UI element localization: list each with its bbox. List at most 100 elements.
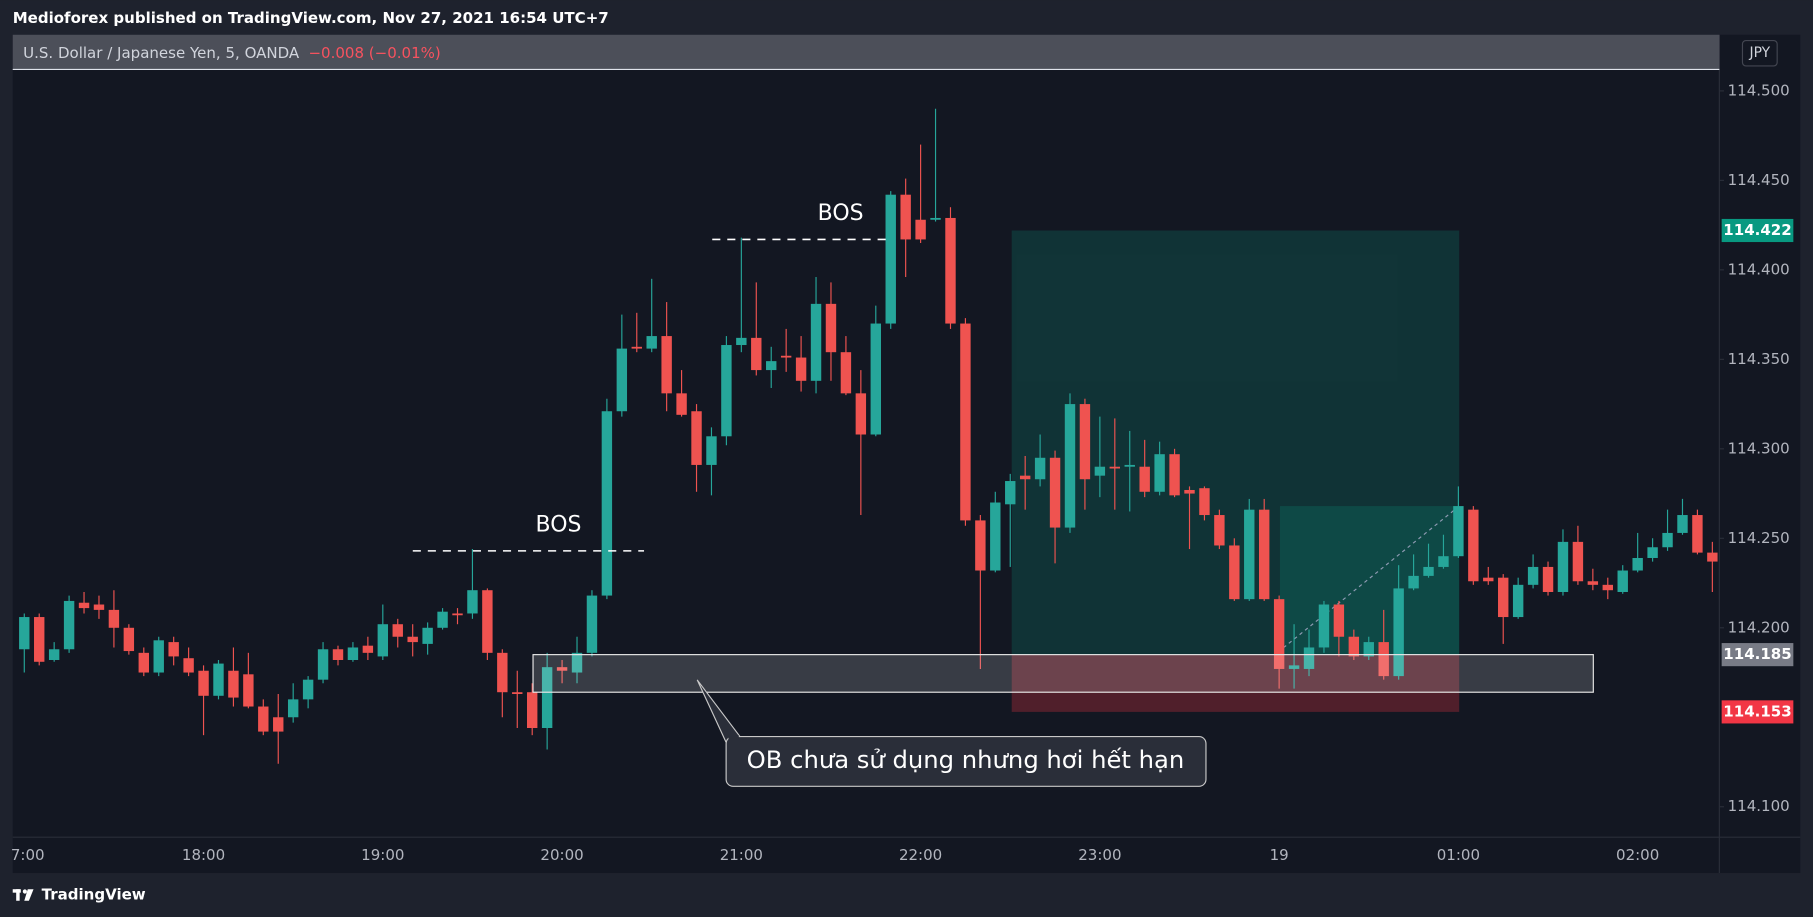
x-tick-label: 7:00 [11, 846, 45, 864]
pane [12, 34, 1720, 838]
y-tick-label: 114.350 [1728, 350, 1790, 368]
candle-body [93, 604, 105, 610]
candle-body [646, 336, 657, 349]
candle-body [900, 194, 911, 240]
price-badge-label: 114.153 [1723, 702, 1791, 720]
symbol: U.S. Dollar / Japanese Yen, 5, OANDA [23, 44, 300, 62]
bos-label: BOS [536, 512, 582, 537]
candle-body [601, 411, 613, 596]
candle-body [392, 624, 403, 637]
symbol-bar [12, 34, 1720, 70]
candle-body [467, 590, 478, 614]
candle-body [855, 393, 867, 435]
callout-pointer [696, 679, 741, 743]
x-tick-label: 19 [1270, 846, 1289, 864]
candle-body [1647, 547, 1658, 558]
candle-body [780, 355, 792, 358]
price-badge [1721, 700, 1794, 724]
candle-body [78, 602, 90, 609]
candle-body [1572, 541, 1584, 582]
candle-body [63, 600, 75, 650]
y-tick-label: 114.200 [1728, 618, 1790, 636]
price-axis [1719, 34, 1801, 874]
candle-body [1707, 552, 1718, 562]
symbol-line: U.S. Dollar / Japanese Yen, 5, OANDA −0.0… [23, 44, 441, 62]
candle-body [706, 436, 717, 465]
y-tick-label: 114.400 [1728, 260, 1790, 278]
candle-body [616, 348, 628, 412]
candle-body [168, 642, 179, 657]
currency-button[interactable] [1741, 39, 1778, 67]
candle-body [228, 670, 239, 698]
candle-body [48, 649, 60, 660]
position-progress-line [1283, 505, 1460, 649]
candle-body [422, 627, 433, 644]
candle-body [258, 706, 269, 732]
candle-body [1184, 489, 1195, 494]
change: −0.008 (−0.01%) [308, 44, 440, 62]
candle-body [840, 352, 852, 394]
x-tick-label: 02:00 [1616, 846, 1659, 864]
x-tick-label: 23:00 [1078, 846, 1121, 864]
y-tick-label: 114.300 [1728, 439, 1790, 457]
candle-body [497, 652, 508, 693]
logo-icon [12, 889, 34, 901]
candle-body [1079, 404, 1091, 480]
candle-body [810, 303, 822, 381]
ob-zone [532, 654, 1594, 693]
candle-body [452, 613, 463, 616]
candle-body [1587, 581, 1599, 585]
candle-body [691, 411, 702, 465]
candle-body [1109, 466, 1121, 469]
candle-body [1229, 545, 1240, 600]
callout-seam [728, 735, 739, 739]
candle-body [153, 640, 164, 673]
candle-body [377, 624, 389, 657]
candle-body [1602, 584, 1613, 591]
price-badge [1721, 643, 1794, 667]
candle-body [1453, 506, 1464, 557]
candle-body [1498, 577, 1509, 618]
candle-body [332, 649, 344, 660]
candle-body [1632, 557, 1643, 571]
candle-body [1124, 464, 1135, 467]
candle-body [736, 337, 747, 346]
y-tick-label: 114.250 [1728, 529, 1790, 547]
candle-body [1333, 604, 1345, 637]
candle-body [213, 663, 224, 696]
y-tick-label: 114.500 [1728, 81, 1790, 99]
candle-body [1468, 509, 1479, 582]
x-tick-label: 01:00 [1437, 846, 1480, 864]
candle-body [1154, 454, 1165, 492]
bos-label: BOS [818, 201, 864, 226]
candle-body [482, 590, 493, 653]
candle-body [407, 636, 418, 643]
candle-body [347, 647, 359, 660]
currency[interactable]: JPY [1749, 45, 1771, 61]
published-line: Medioforex published on TradingView.com,… [13, 9, 609, 27]
candle-body [556, 667, 568, 671]
candle-body [571, 652, 583, 673]
x-tick-label: 22:00 [899, 846, 942, 864]
time-axis [12, 837, 1720, 874]
plot: BOS BOS OB chưa sử dụng nhưng hơi hết hạn [19, 108, 1718, 787]
candle-body [362, 645, 374, 653]
candle-body [1662, 532, 1673, 548]
candle-body [1139, 466, 1150, 492]
candle-body [243, 674, 254, 707]
candle-body [1527, 566, 1539, 585]
candle-body [1005, 481, 1016, 505]
candle-body [198, 670, 209, 696]
candle-body [930, 217, 941, 220]
candle-body [437, 611, 448, 628]
price-badge-label: 114.422 [1723, 221, 1791, 239]
candle-body [1214, 515, 1225, 546]
candle-body [721, 345, 732, 437]
candle-body [1094, 466, 1106, 476]
x-tick-label: 20:00 [540, 846, 583, 864]
candle-body [1542, 566, 1554, 592]
candle-body [1199, 488, 1210, 516]
candle-body [138, 652, 149, 673]
